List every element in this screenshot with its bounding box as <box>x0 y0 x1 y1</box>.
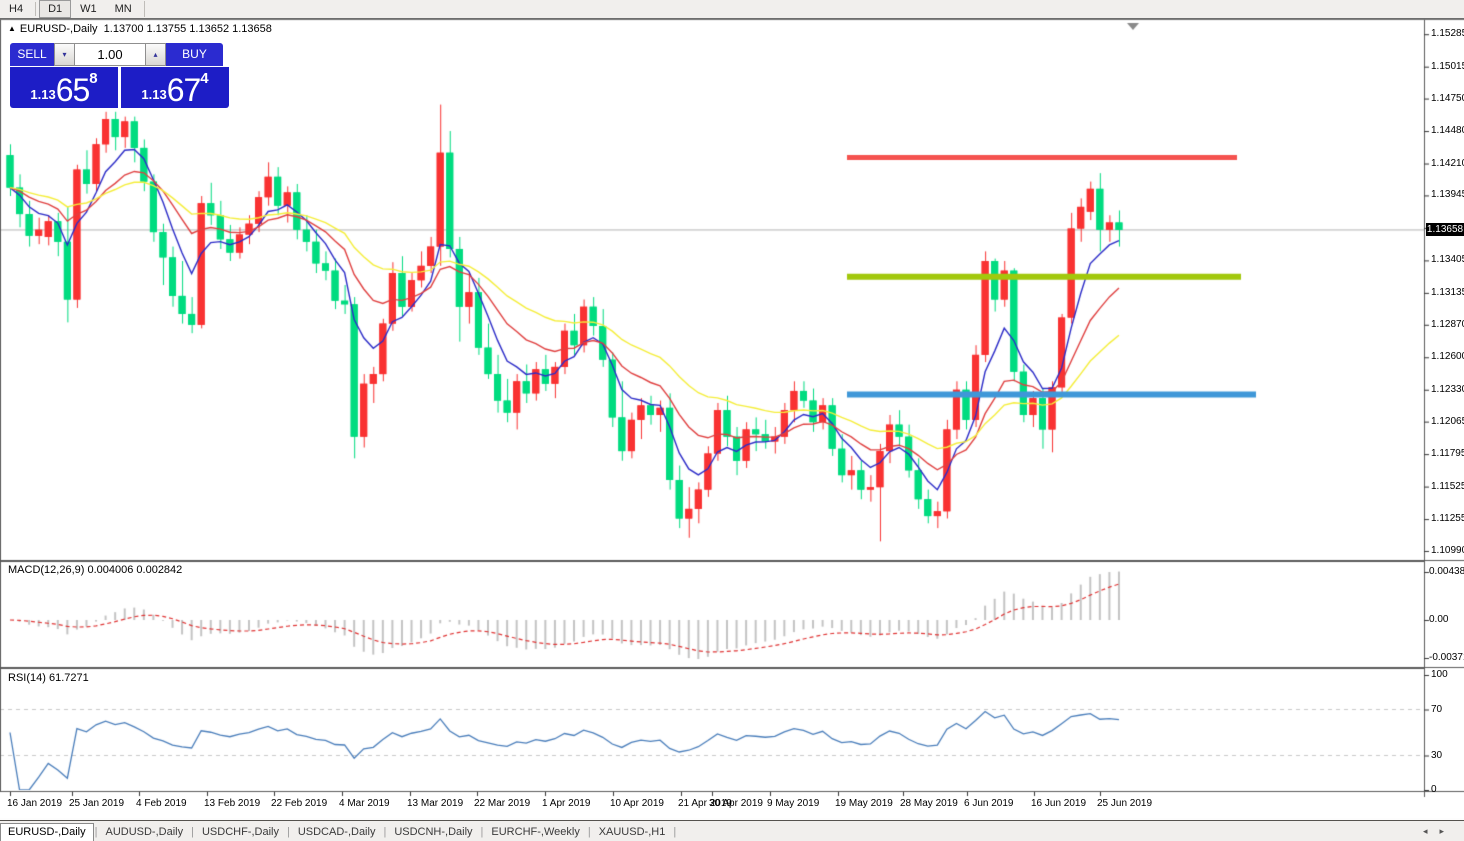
price-axis-label: 1.14480 <box>1431 125 1464 137</box>
timeframe-d1-button[interactable]: D1 <box>39 0 72 18</box>
quantity-input[interactable] <box>75 43 145 66</box>
price-axis-label: 1.13405 <box>1431 254 1464 266</box>
toolbar-separator <box>35 2 37 16</box>
macd-label: MACD(12,26,9) 0.004006 0.002842 <box>8 564 183 576</box>
symbol-tab-bar: EURUSD-,Daily | AUDUSD-,Daily | USDCHF-,… <box>0 820 1464 841</box>
price-axis-label: 1.12330 <box>1431 383 1464 395</box>
chart-title: ▲ EURUSD-,Daily 1.13700 1.13755 1.13652 1… <box>8 23 272 35</box>
tab-usdcad-daily[interactable]: USDCAD-,Daily <box>297 825 376 838</box>
price-axis-label: 1.11255 <box>1431 513 1464 525</box>
quantity-decrease-button[interactable]: ▾ <box>54 43 75 66</box>
date-axis-label: 6 Jun 2019 <box>964 798 1014 809</box>
tab-separator: | <box>286 825 290 838</box>
sell-button[interactable]: SELL <box>10 43 54 66</box>
date-axis-label: 9 May 2019 <box>767 798 820 809</box>
price-axis-label: 1.12870 <box>1431 318 1464 330</box>
price-axis-label: 1.15015 <box>1431 60 1464 72</box>
price-axis-label: 1.12600 <box>1431 351 1464 363</box>
date-axis-label: 30 Apr 2019 <box>709 798 763 809</box>
price-axis-label: 1.14750 <box>1431 92 1464 104</box>
timeframe-h4-button[interactable]: H4 <box>9 3 24 15</box>
tab-separator: | <box>587 825 591 838</box>
date-axis-label: 22 Feb 2019 <box>271 798 328 809</box>
date-axis-label: 25 Jun 2019 <box>1097 798 1153 809</box>
buy-button[interactable]: BUY <box>166 43 223 66</box>
timeframe-w1-button[interactable]: W1 <box>80 3 97 15</box>
price-axis-label: 1.14210 <box>1431 157 1464 169</box>
date-axis-label: 13 Mar 2019 <box>407 798 464 809</box>
buy-price-point: 4 <box>200 70 209 87</box>
macd-axis-label: 0.00 <box>1429 614 1449 625</box>
tab-scroll-left-icon[interactable]: ◂ <box>1422 826 1440 836</box>
date-axis-label: 1 Apr 2019 <box>542 798 591 809</box>
rsi-axis-label: 30 <box>1431 749 1443 761</box>
buy-price-prefix: 1.13 <box>141 87 167 102</box>
sell-price-pips: 65 <box>55 72 91 108</box>
toolbar-separator <box>143 1 145 17</box>
quantity-increase-button[interactable]: ▴ <box>145 43 166 66</box>
sell-price-point: 8 <box>89 70 98 87</box>
date-axis-label: 4 Feb 2019 <box>136 798 187 809</box>
rsi-axis-label: 0 <box>1431 784 1437 795</box>
chart-symbol-label: EURUSD-,Daily <box>19 23 98 35</box>
date-axis-label: 21 Apr 2019 <box>678 798 732 809</box>
sell-price-display[interactable]: 1.13 65 8 <box>10 67 118 108</box>
current-price-badge: 1.13658 <box>1426 223 1464 237</box>
date-axis-label: 19 May 2019 <box>835 798 893 809</box>
date-axis-label: 10 Apr 2019 <box>610 798 664 809</box>
sell-price-prefix: 1.13 <box>30 87 56 102</box>
price-axis-label: 1.15285 <box>1431 28 1464 40</box>
buy-price-display[interactable]: 1.13 67 4 <box>121 67 229 108</box>
chart-ohlc-values: 1.13700 1.13755 1.13652 1.13658 <box>103 23 272 35</box>
timeframe-mn-button[interactable]: MN <box>114 3 132 15</box>
tab-audusd-daily[interactable]: AUDUSD-,Daily <box>105 825 184 838</box>
tab-eurchf-weekly[interactable]: EURCHF-,Weekly <box>491 825 580 838</box>
tab-scroll-right-icon[interactable]: ▸ <box>1439 826 1456 836</box>
price-axis-label: 1.10990 <box>1431 544 1464 556</box>
price-axis-label: 1.13945 <box>1431 189 1464 201</box>
date-axis-label: 25 Jan 2019 <box>69 798 125 809</box>
price-axis-label: 1.11795 <box>1431 448 1464 460</box>
date-axis-label: 4 Mar 2019 <box>339 798 390 809</box>
date-axis-label: 28 May 2019 <box>900 798 958 809</box>
price-axis-label: 1.13135 <box>1431 286 1464 298</box>
rsi-axis-label: 100 <box>1431 669 1448 680</box>
rsi-axis-label: 70 <box>1431 703 1443 715</box>
tab-eurusd-daily[interactable]: EURUSD-,Daily <box>0 822 94 841</box>
macd-axis-label: 0.00438 <box>1429 566 1464 577</box>
tab-separator: | <box>94 825 98 838</box>
date-axis-label: 16 Jan 2019 <box>7 798 63 809</box>
tab-separator: | <box>480 825 484 838</box>
tab-separator: | <box>383 825 387 838</box>
buy-price-pips: 67 <box>166 72 202 108</box>
date-axis-label: 13 Feb 2019 <box>204 798 261 809</box>
price-axis-label: 1.12065 <box>1431 415 1464 427</box>
tab-usdcnh-daily[interactable]: USDCNH-,Daily <box>394 825 473 838</box>
ohlc-arrow-icon: ▲ <box>8 24 16 33</box>
date-axis-label: 16 Jun 2019 <box>1031 798 1087 809</box>
price-axis-label: 1.11525 <box>1431 480 1464 492</box>
tab-scroll-arrows[interactable]: ◂▸ <box>1423 826 1456 837</box>
macd-axis-label: -0.003711 <box>1429 652 1464 663</box>
tab-separator: | <box>191 825 194 838</box>
rsi-label: RSI(14) 61.7271 <box>8 672 89 684</box>
tab-usdchf-daily[interactable]: USDCHF-,Daily <box>201 825 279 838</box>
tab-separator: | <box>673 825 677 838</box>
tab-xauusd-h1[interactable]: XAUUSD-,H1 <box>598 825 666 838</box>
timeframe-toolbar: H4 D1 W1 MN <box>0 0 1464 19</box>
date-axis-label: 22 Mar 2019 <box>474 798 531 809</box>
